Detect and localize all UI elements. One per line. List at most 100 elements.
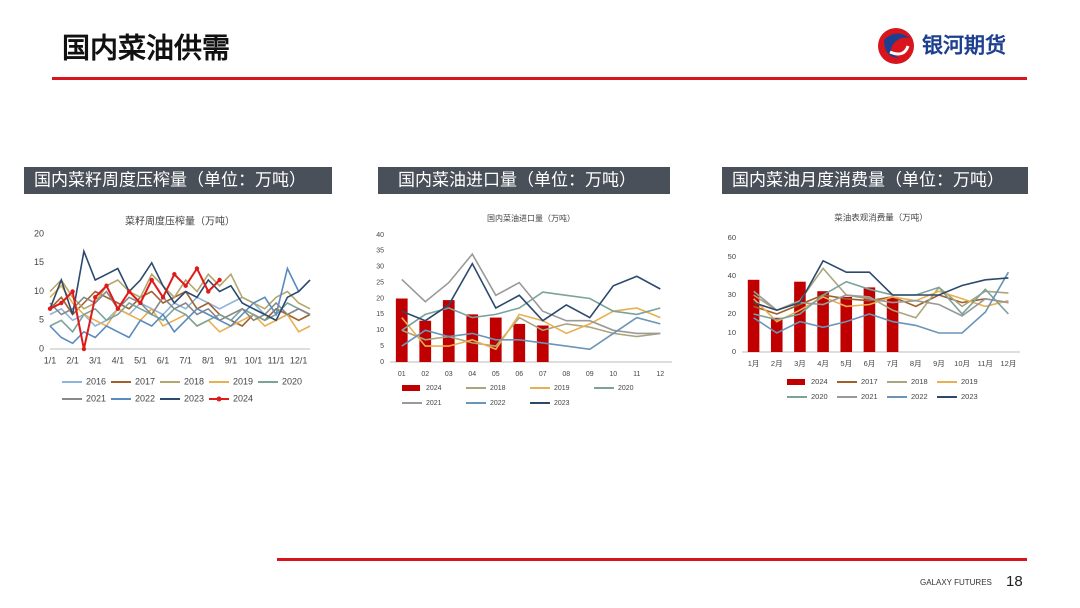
chart-title: 菜油表观消费量（万吨） xyxy=(834,212,928,222)
point xyxy=(70,289,75,294)
x-tick-label: 6/1 xyxy=(157,355,170,365)
bar xyxy=(794,281,806,352)
x-tick-label: 06 xyxy=(515,371,523,378)
legend-label: 2021 xyxy=(861,392,878,401)
x-tick-label: 11/1 xyxy=(268,355,285,365)
series-line xyxy=(401,252,661,335)
x-tick-label: 6月 xyxy=(864,359,876,368)
y-tick-label: 0 xyxy=(39,343,44,353)
x-tick-label: 7/1 xyxy=(179,355,192,365)
footer-rule xyxy=(277,558,1027,561)
x-tick-label: 8月 xyxy=(910,359,922,368)
legend-label: 2018 xyxy=(184,376,204,386)
bar xyxy=(863,287,876,352)
y-tick-label: 60 xyxy=(728,233,736,242)
point xyxy=(206,289,211,294)
y-tick-label: 20 xyxy=(376,295,384,302)
page-number: 18 xyxy=(1006,573,1023,590)
x-tick-label: 02 xyxy=(421,371,429,378)
bar xyxy=(840,296,853,352)
series-line xyxy=(401,261,661,322)
x-tick-label: 08 xyxy=(562,371,570,378)
point xyxy=(149,277,154,283)
legend-label: 2020 xyxy=(811,392,828,401)
bar xyxy=(747,279,760,352)
x-tick-label: 9/1 xyxy=(225,355,238,365)
panel-heading: 国内菜油进口量（单位：万吨） xyxy=(398,170,636,189)
series-line xyxy=(49,284,311,333)
point xyxy=(194,266,200,271)
legend-swatch xyxy=(402,385,420,391)
series-line xyxy=(49,290,311,327)
bar xyxy=(395,298,408,362)
legend-label: 2021 xyxy=(426,400,442,407)
bar xyxy=(536,325,549,362)
point xyxy=(104,283,109,288)
legend-label: 2019 xyxy=(554,385,570,392)
bar xyxy=(513,323,526,362)
bar xyxy=(817,291,829,352)
series-line xyxy=(753,267,1009,319)
series-line xyxy=(49,266,221,350)
y-tick-label: 35 xyxy=(376,248,384,255)
bar xyxy=(886,296,899,352)
y-tick-label: 25 xyxy=(376,279,384,286)
y-tick-label: 30 xyxy=(376,264,384,271)
legend-label: 2018 xyxy=(911,377,928,386)
logo-icon xyxy=(878,28,914,64)
point xyxy=(115,306,121,311)
bar xyxy=(442,300,455,362)
y-tick-label: 10 xyxy=(376,327,384,334)
legend-label: 2023 xyxy=(184,393,204,403)
y-tick-label: 0 xyxy=(380,359,384,366)
y-tick-label: 40 xyxy=(376,232,384,239)
point xyxy=(172,272,177,277)
series-line xyxy=(401,291,661,331)
point xyxy=(81,346,87,352)
legend-label: 2024 xyxy=(426,385,442,392)
panel-heading-bg xyxy=(722,167,1028,194)
x-tick-label: 5/1 xyxy=(134,355,147,365)
x-tick-label: 2月 xyxy=(771,359,783,368)
legend-label: 2022 xyxy=(490,400,506,407)
x-tick-label: 1/1 xyxy=(44,355,57,365)
logo-text: 银河期货 xyxy=(922,34,1006,58)
x-tick-label: 12 xyxy=(656,371,664,378)
legend-marker xyxy=(216,396,222,402)
series-line xyxy=(401,316,661,351)
y-tick-label: 20 xyxy=(34,228,44,238)
y-tick-label: 20 xyxy=(728,309,736,318)
panel-heading-bg xyxy=(378,167,670,194)
x-tick-label: 09 xyxy=(586,371,594,378)
y-tick-label: 10 xyxy=(34,286,44,296)
point xyxy=(217,277,222,283)
y-tick-label: 50 xyxy=(728,252,736,261)
x-tick-label: 03 xyxy=(445,371,453,378)
x-tick-label: 3月 xyxy=(794,359,806,368)
legend-label: 2016 xyxy=(86,376,106,386)
legend-label: 2017 xyxy=(135,376,155,386)
y-tick-label: 40 xyxy=(728,271,736,280)
slide-title: 国内菜油供需 xyxy=(62,32,230,63)
legend-label: 2020 xyxy=(282,376,302,386)
legend-label: 2024 xyxy=(233,393,253,403)
x-tick-label: 7月 xyxy=(887,359,899,368)
x-tick-label: 8/1 xyxy=(202,355,215,365)
legend-label: 2022 xyxy=(911,392,928,401)
point xyxy=(126,289,132,294)
x-tick-label: 10月 xyxy=(954,359,970,368)
panel-heading-bg xyxy=(24,167,332,194)
point xyxy=(183,283,188,288)
series-line xyxy=(753,259,1009,312)
point xyxy=(47,306,53,311)
legend-label: 2021 xyxy=(86,393,106,403)
x-tick-label: 4/1 xyxy=(112,355,125,365)
panel-heading: 国内菜籽周度压榨量（单位：万吨） xyxy=(34,170,306,189)
legend-label: 2017 xyxy=(861,377,878,386)
x-tick-label: 10 xyxy=(609,371,617,378)
series-line xyxy=(49,266,311,345)
x-tick-label: 07 xyxy=(539,371,547,378)
series-line xyxy=(401,307,661,351)
